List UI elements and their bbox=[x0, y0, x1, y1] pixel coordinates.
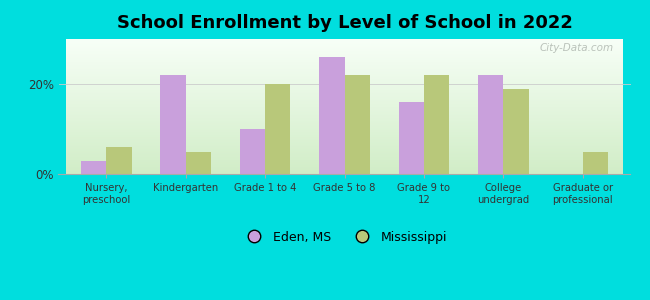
Text: City-Data.com: City-Data.com bbox=[540, 43, 614, 53]
Bar bbox=[106, 147, 131, 174]
Bar bbox=[240, 129, 265, 174]
Bar bbox=[478, 75, 503, 174]
Bar bbox=[398, 102, 424, 174]
Bar bbox=[319, 57, 344, 174]
Title: School Enrollment by Level of School in 2022: School Enrollment by Level of School in … bbox=[116, 14, 573, 32]
Bar bbox=[186, 152, 211, 174]
Bar bbox=[265, 84, 291, 174]
Bar bbox=[160, 75, 186, 174]
Bar bbox=[424, 75, 449, 174]
Bar bbox=[583, 152, 608, 174]
Bar bbox=[81, 160, 106, 174]
Bar bbox=[344, 75, 370, 174]
Bar bbox=[503, 88, 529, 174]
Legend: Eden, MS, Mississippi: Eden, MS, Mississippi bbox=[237, 226, 452, 249]
